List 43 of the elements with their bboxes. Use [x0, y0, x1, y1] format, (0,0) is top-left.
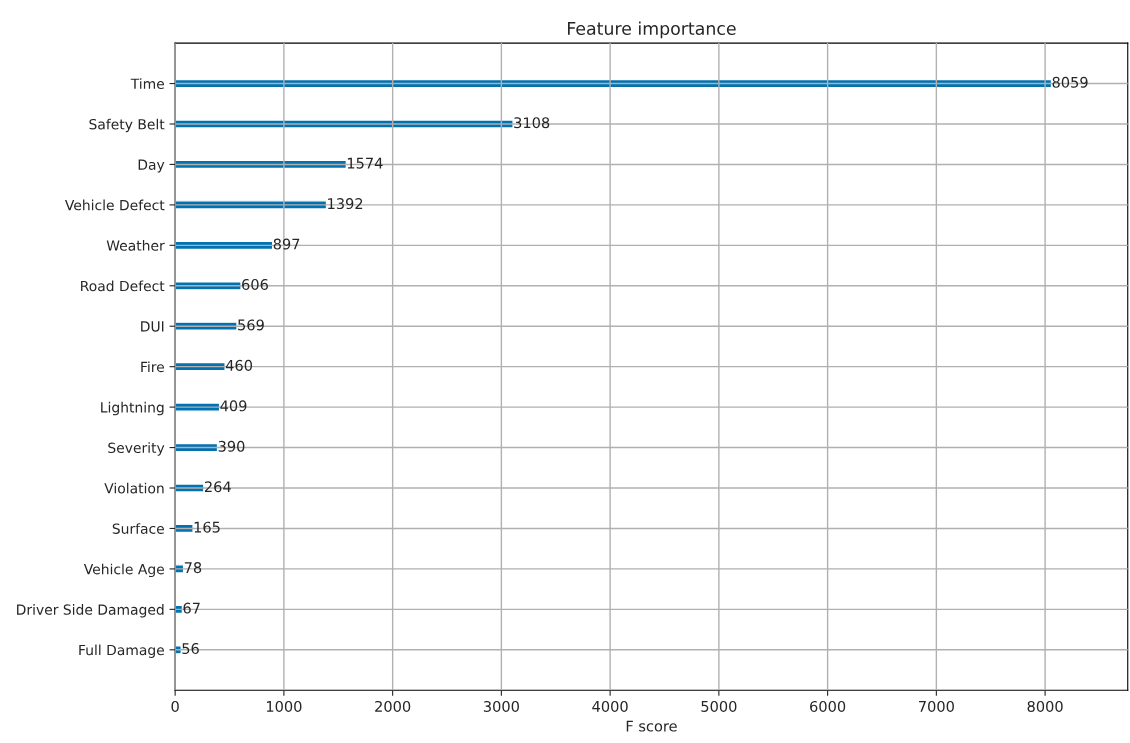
data-label: 569	[238, 319, 264, 331]
data-label: 390	[218, 440, 245, 452]
y-tick-label: Surface	[112, 523, 164, 534]
y-tick-label: Severity	[108, 442, 165, 456]
x-tick-label: 4000	[592, 700, 628, 712]
data-label: 1392	[328, 198, 363, 210]
x-tick-label: 1000	[266, 700, 302, 712]
x-tick-label: 7000	[918, 700, 954, 712]
y-tick-label: Road Defect	[81, 280, 165, 292]
y-tick-label: Safety Belt	[89, 118, 165, 133]
chart-title: Feature importance	[568, 21, 736, 39]
data-label: 897	[273, 238, 300, 250]
data-label: 165	[194, 521, 220, 533]
data-label: 8059	[1052, 76, 1088, 88]
y-tick-label: Violation	[104, 482, 164, 494]
data-label: 606	[242, 278, 268, 291]
y-tick-label: Fire	[141, 361, 164, 373]
y-tick-label: DUI	[141, 321, 164, 332]
data-label: 67	[183, 602, 200, 614]
y-tick-label: Weather	[106, 240, 165, 251]
y-tick-label: Day	[138, 159, 165, 173]
x-tick-label: 3000	[483, 700, 519, 712]
data-label: 409	[220, 400, 247, 412]
x-axis-title: F score	[626, 720, 677, 732]
y-tick-label: Vehicle Age	[83, 563, 164, 578]
data-label: 264	[204, 481, 231, 493]
x-tick-label: 6000	[810, 700, 846, 712]
y-tick-label: Vehicle Defect	[65, 199, 165, 211]
y-tick-label: Lightning	[101, 401, 164, 416]
bar	[175, 321, 238, 331]
data-label: 1574	[347, 157, 383, 169]
bar	[175, 281, 242, 291]
x-tick-label: 8000	[1027, 700, 1063, 712]
data-label: 78	[184, 562, 202, 574]
x-tick-label: 5000	[701, 700, 737, 712]
data-label: 3108	[514, 117, 550, 129]
data-label: 460	[225, 359, 253, 371]
y-tick-label: Full Damage	[79, 644, 164, 658]
data-label: 56	[182, 643, 199, 655]
y-tick-label: Driver Side Damaged	[17, 604, 164, 618]
y-tick-label: Time	[130, 78, 164, 90]
x-tick-label: 0	[171, 700, 179, 712]
x-tick-label: 2000	[375, 700, 411, 712]
